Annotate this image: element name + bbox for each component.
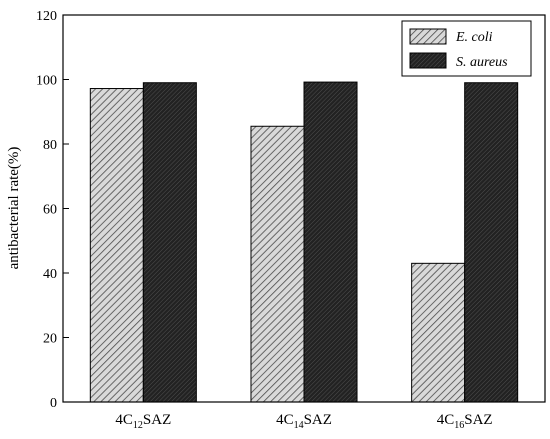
bar-s-aureus-4c16saz <box>464 82 519 403</box>
bar-e-coli-4c12saz <box>89 88 144 403</box>
y-tick-label: 40 <box>43 267 57 282</box>
y-tick-label: 60 <box>43 203 57 218</box>
bar-e-coli-4c14saz <box>250 125 305 403</box>
legend: E. coli S. aureus <box>401 20 532 77</box>
y-axis-ticks: 0 20 40 60 80 100 120 <box>36 9 69 411</box>
plot-frame <box>62 14 546 403</box>
y-tick-label: 0 <box>50 396 57 411</box>
x-tick-label: 4C14SAZ <box>276 412 332 431</box>
bar-s-aureus-4c14saz <box>303 81 358 403</box>
y-tick-label: 80 <box>43 138 57 153</box>
x-tick-label: 4C12SAZ <box>115 412 171 431</box>
y-tick-label: 120 <box>36 9 57 24</box>
x-tick-label: 4C16SAZ <box>437 412 493 431</box>
y-axis-label: antibacterial rate(%) <box>6 147 22 270</box>
legend-label-e-coli: E. coli <box>455 30 493 45</box>
legend-swatch-e-coli <box>409 28 447 45</box>
bar-e-coli-4c16saz <box>411 262 466 403</box>
y-tick-label: 20 <box>43 332 57 347</box>
bars-group <box>89 81 519 403</box>
legend-swatch-s-aureus <box>409 52 447 69</box>
y-tick-label: 100 <box>36 74 57 89</box>
legend-label-s-aureus: S. aureus <box>456 55 508 70</box>
bar-s-aureus-4c12saz <box>142 82 197 403</box>
x-axis-ticks: 4C12SAZ 4C14SAZ 4C16SAZ <box>115 396 493 431</box>
